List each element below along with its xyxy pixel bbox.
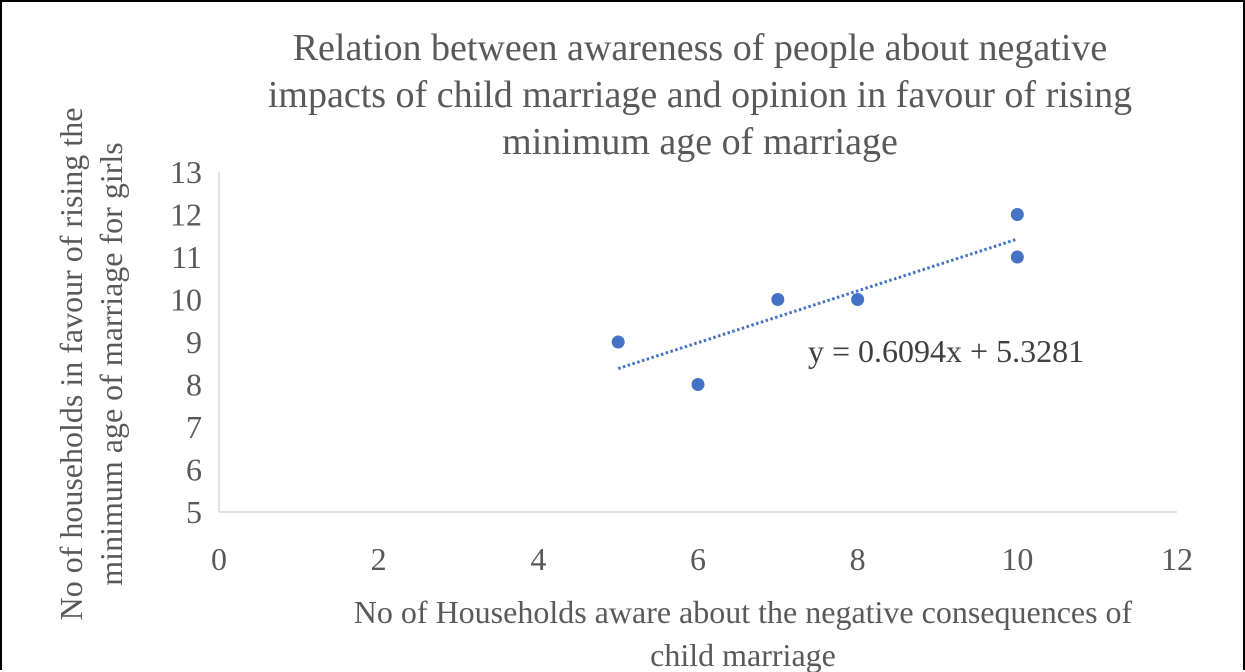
chart-title-line-1: Relation between awareness of people abo… xyxy=(293,27,1108,69)
x-tick-label: 12 xyxy=(1161,541,1193,577)
x-tick-label: 4 xyxy=(530,541,546,577)
y-tick-label: 5 xyxy=(186,494,202,530)
axes xyxy=(218,172,1177,513)
y-tick-labels: 5 6 7 8 9 10 11 12 13 xyxy=(170,154,202,530)
chart-title-line-2: impacts of child marriage and opinion in… xyxy=(268,74,1132,116)
x-tick-label: 6 xyxy=(690,541,706,577)
y-tick-label: 13 xyxy=(170,154,202,190)
x-axis-title: No of Households aware about the negativ… xyxy=(354,594,1133,672)
y-axis-title-line-2: minimum age of marriage for girls xyxy=(93,142,129,585)
data-point xyxy=(1010,208,1024,221)
x-tick-label: 2 xyxy=(371,541,387,577)
trendline-equation: y = 0.6094x + 5.3281 xyxy=(808,333,1084,369)
x-tick-label: 10 xyxy=(1001,541,1033,577)
x-axis-title-line-1: No of Households aware about the negativ… xyxy=(354,594,1133,630)
y-axis-title: No of households in favour of rising the… xyxy=(53,108,129,621)
x-tick-label: 8 xyxy=(850,541,866,577)
y-tick-label: 10 xyxy=(170,282,202,318)
x-axis-title-line-2: child marriage xyxy=(650,637,836,672)
y-tick-label: 8 xyxy=(186,367,202,403)
chart-title: Relation between awareness of people abo… xyxy=(268,27,1132,163)
y-tick-label: 7 xyxy=(186,409,202,445)
data-points xyxy=(611,208,1024,391)
data-point xyxy=(851,293,865,306)
y-tick-label: 12 xyxy=(170,197,202,233)
data-point xyxy=(1010,250,1024,264)
y-axis-title-line-1: No of households in favour of rising the xyxy=(53,108,89,621)
y-tick-label: 6 xyxy=(186,452,202,488)
data-point xyxy=(611,335,625,349)
x-tick-labels: 0 2 4 6 8 10 12 xyxy=(211,541,1193,577)
data-point xyxy=(691,378,705,391)
data-point xyxy=(771,293,785,306)
x-tick-label: 0 xyxy=(211,541,227,577)
y-tick-label: 11 xyxy=(171,239,202,275)
y-tick-label: 9 xyxy=(186,324,202,360)
chart-title-line-3: minimum age of marriage xyxy=(502,121,898,163)
